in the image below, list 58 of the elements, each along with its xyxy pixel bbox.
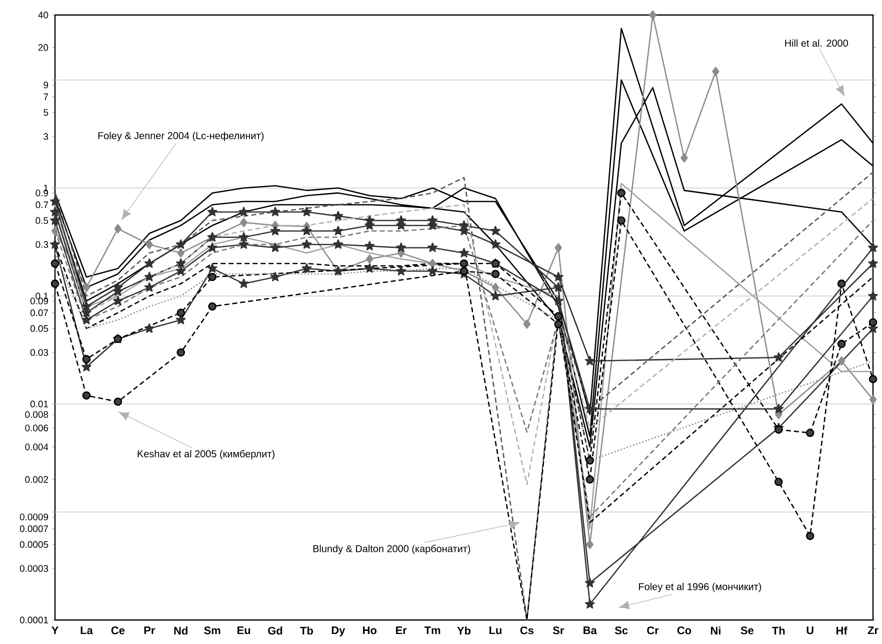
- x-tick-label: Th: [772, 626, 785, 634]
- x-tick-label: Gd: [268, 626, 282, 635]
- annotation: Hill et al. 2000: [785, 39, 848, 47]
- y-tick-label: 0.002: [25, 476, 48, 483]
- x-tick-label: Ni: [710, 626, 720, 634]
- y-tick-label: 0.0005: [20, 541, 48, 548]
- y-tick-label: 9: [44, 82, 48, 88]
- y-tick-label: 0.1: [36, 292, 48, 300]
- x-tick-label: Y: [52, 626, 58, 634]
- x-tick-label: U: [806, 626, 814, 634]
- x-tick-label: Tb: [300, 626, 313, 635]
- y-tick-label: 0.0001: [20, 616, 48, 624]
- y-tick-label: 40: [38, 12, 48, 18]
- x-tick-label: Sc: [614, 626, 628, 634]
- y-tick-label: 0.004: [25, 444, 48, 450]
- x-tick-label: Eu: [238, 626, 250, 634]
- y-tick-label: 0.008: [25, 411, 48, 418]
- y-tick-label: 0.03: [30, 349, 48, 356]
- y-tick-label: 0.09: [30, 298, 48, 304]
- y-tick-label: 7: [44, 93, 48, 100]
- annotation: Blundy & Dalton 2000 (карбонатит): [313, 544, 470, 554]
- x-tick-label: Tm: [424, 626, 440, 634]
- y-tick-label: 0.05: [30, 325, 48, 332]
- y-tick-label: 3: [44, 133, 48, 140]
- y-tick-label: 0.0003: [20, 565, 48, 572]
- x-tick-label: Yb: [457, 626, 471, 635]
- x-tick-label: Pr: [144, 626, 155, 634]
- x-tick-label: Dy: [332, 626, 346, 636]
- annotation: Foley & Jenner 2004 (Lc-нефелинит): [98, 132, 264, 142]
- x-tick-label: Ho: [363, 626, 376, 634]
- y-tick-label: 20: [38, 44, 48, 51]
- x-tick-label: Co: [677, 626, 692, 634]
- y-tick-label: 0.7: [36, 201, 48, 208]
- x-tick-label: Lu: [490, 626, 502, 634]
- y-tick-label: 0.07: [30, 309, 48, 316]
- y-tick-label: 0.9: [36, 190, 48, 196]
- x-tick-label: La: [80, 626, 93, 634]
- x-tick-label: Cr: [647, 626, 659, 634]
- x-tick-label: Hf: [836, 626, 848, 634]
- x-tick-label: Cs: [520, 626, 534, 634]
- y-tick-label: 0.006: [25, 424, 48, 432]
- x-tick-label: Zr: [868, 626, 878, 634]
- x-tick-label: Se: [740, 626, 754, 634]
- x-tick-label: Ce: [111, 626, 125, 634]
- y-tick-label: 0.0007: [20, 525, 48, 532]
- y-tick-label: 1: [44, 184, 48, 192]
- y-tick-label: 0.0009: [20, 514, 48, 520]
- y-tick-label: 0.3: [36, 241, 48, 248]
- x-tick-label: Er: [396, 626, 407, 634]
- x-tick-label: Ba: [584, 626, 597, 634]
- y-tick-label: 0.5: [36, 217, 48, 224]
- annotation: Foley et al 1996 (мончикит): [639, 582, 762, 592]
- annotation: Keshav et al 2005 (кимберлит): [138, 450, 274, 460]
- x-tick-label: Nd: [174, 626, 188, 635]
- y-tick-label: 0.01: [30, 400, 48, 408]
- x-tick-label: Sr: [552, 626, 564, 634]
- y-tick-label: 5: [44, 109, 48, 116]
- x-tick-label: Sm: [204, 626, 220, 634]
